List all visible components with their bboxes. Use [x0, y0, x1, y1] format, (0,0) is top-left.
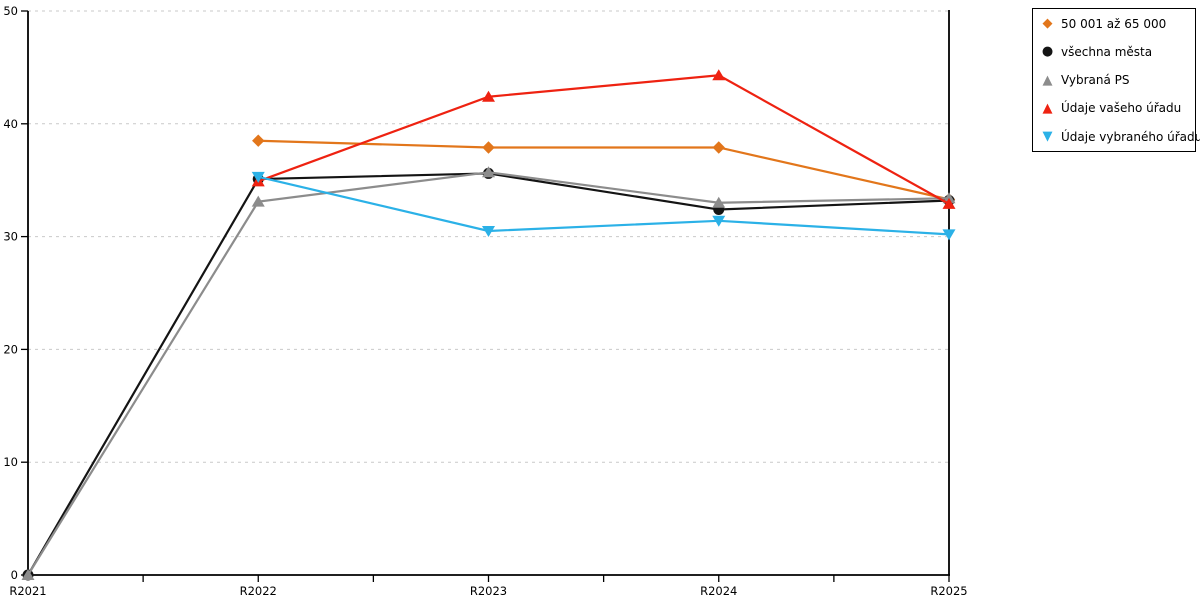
data-point-triangle-down: [482, 225, 495, 237]
y-tick-label: 40: [3, 117, 18, 131]
data-point-triangle-up: [21, 569, 35, 580]
legend-item: ● všechna města: [1039, 45, 1189, 58]
legend-item-label: Údaje vašeho úřadu: [1061, 101, 1182, 116]
series-line: [257, 175, 950, 236]
data-point-diamond: [712, 141, 725, 154]
x-tick-label: R2023: [470, 584, 507, 598]
legend-item: ◆ 50 001 až 65 000: [1039, 17, 1189, 30]
legend-item-label: všechna města: [1061, 44, 1153, 59]
legend-item-label: 50 001 až 65 000: [1061, 16, 1167, 31]
data-point-triangle-up: [942, 192, 956, 204]
circle-marker-icon: ●: [1041, 44, 1054, 60]
data-point-triangle-up: [482, 90, 495, 102]
series-line: [258, 139, 950, 201]
data-point-triangle-down: [942, 229, 956, 241]
legend-item-label: Údaje vybraného úřadu: [1061, 129, 1200, 144]
y-tick-label: 10: [3, 455, 18, 469]
data-point-triangle-up: [482, 166, 495, 178]
y-tick-label: 30: [3, 230, 18, 244]
triangle-up-marker-icon: ▲: [1042, 100, 1053, 116]
triangle-up-marker-icon: ▲: [1042, 72, 1053, 88]
data-point-triangle-down: [712, 215, 726, 227]
data-point-diamond: [482, 141, 495, 154]
data-point-diamond: [252, 134, 265, 147]
y-tick-label: 20: [3, 342, 18, 356]
x-tick-label: R2021: [9, 584, 46, 598]
diamond-marker-icon: ◆: [1042, 16, 1053, 31]
data-point-triangle-up: [251, 195, 265, 207]
data-point-triangle-up: [712, 69, 726, 81]
y-tick-label: 50: [3, 4, 18, 18]
triangle-down-marker-icon: ▼: [1042, 129, 1053, 144]
data-point-triangle-down: [251, 171, 265, 183]
data-point-triangle-up: [942, 197, 956, 209]
x-tick-label: R2022: [240, 584, 277, 598]
data-point-triangle-up: [712, 196, 726, 208]
x-tick-label: R2025: [930, 584, 967, 598]
y-tick-label: 0: [11, 568, 18, 582]
series-line: [257, 74, 950, 205]
legend-item: ▼ Údaje vybraného úřadu: [1039, 129, 1200, 144]
legend-item-label: Vybraná PS: [1061, 73, 1130, 87]
x-tick-label: R2024: [700, 584, 737, 598]
chart-legend: ◆ 50 001 až 65 000 ● všechna města ▲ Vybraná …: [1032, 8, 1200, 152]
legend-item: ▲ Údaje vašeho úřadu: [1039, 102, 1189, 115]
legend-item: ▲ Vybraná PS: [1039, 74, 1189, 87]
